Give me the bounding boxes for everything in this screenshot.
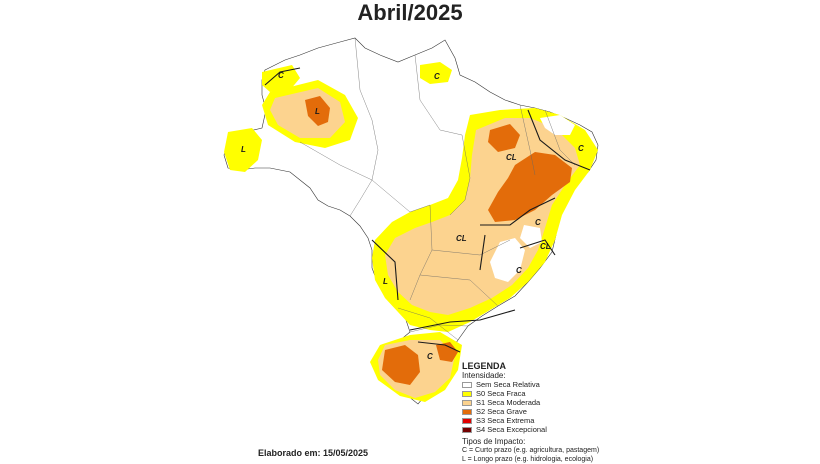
footer-date: Elaborado em: 15/05/2025 (258, 448, 369, 458)
impact-label: C (578, 144, 584, 153)
legend-intensity-heading: Intensidade: (462, 371, 506, 380)
legend-swatch (462, 426, 472, 433)
s2-areas (305, 96, 572, 385)
legend-item-label: S0 Seca Fraca (476, 389, 526, 398)
impact-label: C (427, 352, 433, 361)
legend-swatch (462, 417, 472, 424)
legend-swatch (462, 381, 472, 388)
impact-label: C (535, 218, 541, 227)
impact-label: C (516, 266, 522, 275)
impact-label: CL (506, 153, 517, 162)
legend-item: S3 Seca Extrema (462, 416, 662, 425)
legend-item-label: S3 Seca Extrema (476, 416, 535, 425)
legend-impact-heading: Tipos de Impacto: (462, 437, 526, 446)
legend-item-label: S4 Seca Excepcional (476, 425, 547, 434)
impact-label: C (434, 72, 440, 81)
impact-label: L (315, 107, 320, 116)
legend-items: Sem Seca Relativa S0 Seca Fraca S1 Seca Mo… (462, 380, 662, 434)
legend-item-label: S1 Seca Moderada (476, 398, 541, 407)
legend-item-label: S2 Seca Grave (476, 407, 527, 416)
legend-item: S4 Seca Excepcional (462, 425, 662, 434)
legend-item: Sem Seca Relativa (462, 380, 662, 389)
legend-swatch (462, 390, 472, 397)
legend-item: S0 Seca Fraca (462, 389, 662, 398)
legend-heading: LEGENDA (462, 361, 507, 371)
legend-item-label: Sem Seca Relativa (476, 380, 540, 389)
legend-swatch (462, 399, 472, 406)
impact-label: C (278, 71, 284, 80)
legend-item: S2 Seca Grave (462, 407, 662, 416)
impact-label: CL (540, 242, 551, 251)
legend-impact-short: C = Curto prazo (e.g. agricultura, pasta… (462, 447, 600, 454)
legend-item: S1 Seca Moderada (462, 398, 662, 407)
impact-boundaries (264, 67, 591, 353)
map-title: Abril/2025 (357, 0, 463, 25)
legend-impact-long: L = Longo prazo (e.g. hidrologia, ecolog… (462, 456, 594, 463)
legend: LEGENDA Intensidade: Sem Seca Relativa S0… (462, 362, 662, 464)
impact-label: CL (456, 234, 467, 243)
impact-label: L (241, 145, 246, 154)
legend-swatch (462, 408, 472, 415)
state-borders (299, 37, 576, 341)
impact-label: L (383, 277, 388, 286)
